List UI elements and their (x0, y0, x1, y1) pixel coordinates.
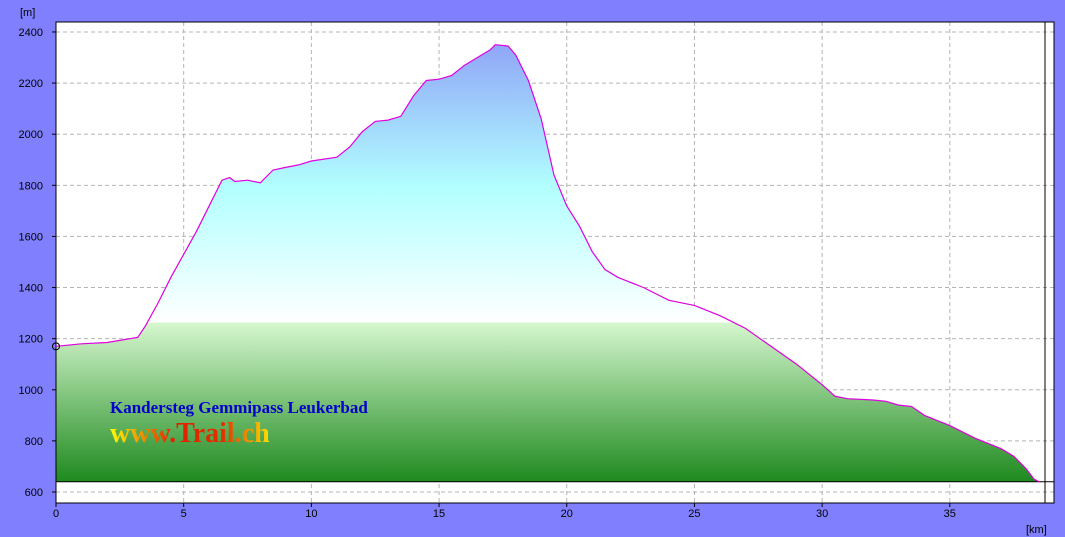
x-tick-label: 30 (816, 508, 828, 520)
x-tick-label: 20 (561, 508, 573, 520)
x-axis-label: [km] (1026, 524, 1047, 536)
x-tick-label: 5 (181, 508, 187, 520)
y-tick-label: 800 (25, 436, 43, 448)
route-title: Kandersteg Gemmipass Leukerbad (110, 398, 368, 417)
elevation-line (55, 44, 1040, 483)
x-tick-label: 10 (305, 508, 317, 520)
y-tick-label: 1000 (19, 385, 43, 397)
y-tick-label: 1200 (19, 334, 43, 346)
y-tick-label: 600 (25, 487, 43, 499)
y-tick-label: 2200 (19, 78, 43, 90)
y-tick-label: 1600 (19, 231, 43, 243)
x-tick-label: 35 (944, 508, 956, 520)
y-axis-label: [m] (20, 7, 35, 19)
y-tick-label: 2400 (19, 27, 43, 39)
x-tick-label: 15 (433, 508, 445, 520)
y-tick-label: 1800 (19, 180, 43, 192)
x-tick-label: 0 (53, 508, 59, 520)
plot-frame (55, 21, 1055, 504)
area-fill (56, 44, 1040, 482)
y-tick-label: 1400 (19, 283, 43, 295)
website: www.Trail.ch (110, 418, 270, 449)
start-marker (52, 342, 60, 351)
x-tick-label: 25 (688, 508, 700, 520)
y-tick-label: 2000 (19, 129, 43, 141)
